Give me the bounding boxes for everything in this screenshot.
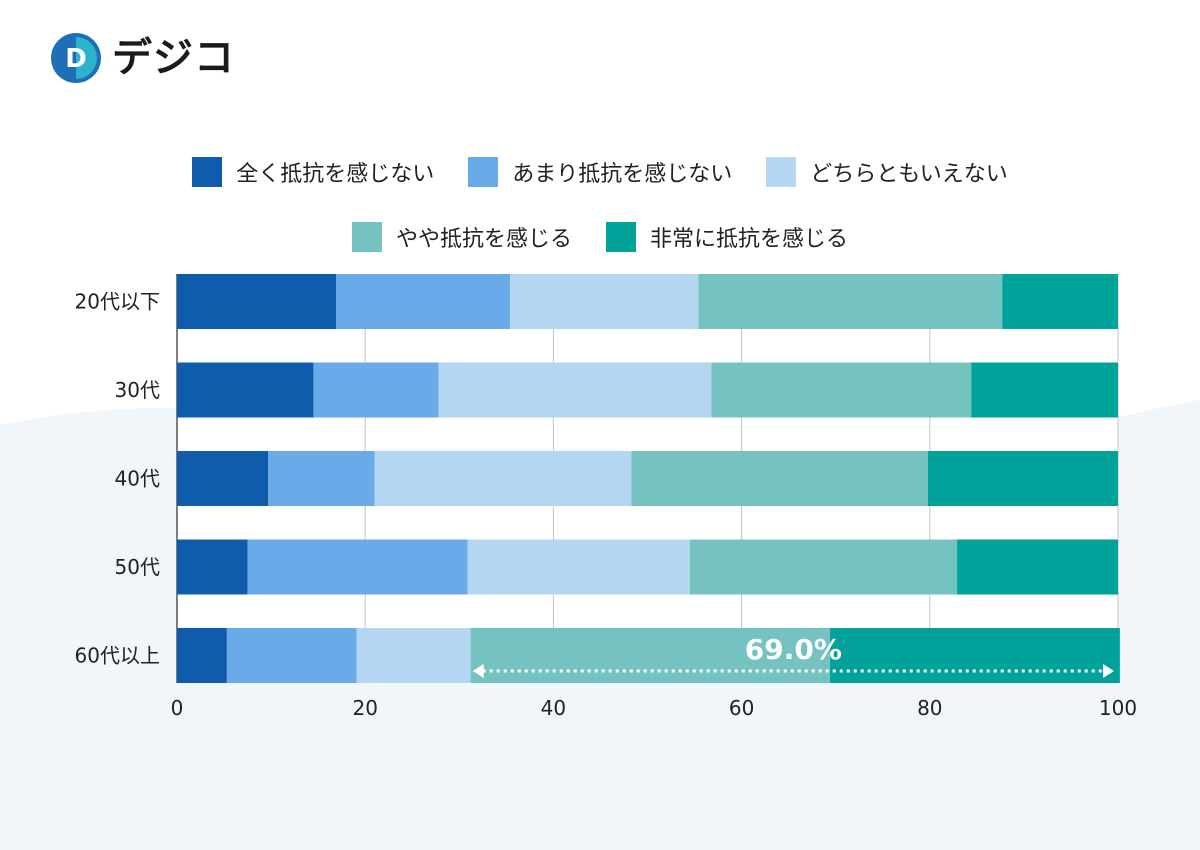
legend-label: あまり抵抗を感じない [512,162,733,187]
bar-segment [356,628,471,683]
bar-segment [177,539,248,595]
brand-logo: D デジコ [50,32,235,84]
annotation-label: 69.0% [745,633,842,666]
legend-label: 全く抵抗を感じない [236,162,435,187]
legend-item-not-at-all: 全く抵抗を感じない [192,156,434,188]
bar-segment [177,362,314,418]
category-label: 60代以上 [75,644,160,668]
bar-segment [247,539,468,595]
legend-label: どちらともいえない [810,162,1008,187]
legend-swatch [766,157,797,187]
x-tick-label: 40 [541,696,566,720]
legend-item-neutral: どちらともいえない [766,156,1008,188]
annotation-arrow-left [472,664,484,678]
legend-item-not-much: あまり抵抗を感じない [468,156,732,188]
legend-swatch [351,222,382,252]
bar-segment [689,539,958,595]
bar-segment [631,451,928,506]
bars [177,274,1120,683]
bar-segment [177,628,227,683]
bar-segment [1002,274,1118,329]
legend-item-very: 非常に抵抗を感じる [606,221,848,253]
bar-segment [467,539,690,595]
bar-segment [336,274,511,329]
bar-segment [957,539,1118,595]
x-tick-label: 100 [1099,696,1137,720]
bar-segment [226,628,357,683]
bar-segment [971,362,1118,418]
legend-swatch [606,222,636,252]
category-label: 50代 [115,555,160,579]
category-labels: 20代以下 30代 40代 50代 60代以上 [75,290,160,668]
x-tick-label: 80 [917,696,942,720]
bar-segment [313,362,439,418]
bar-segment [830,628,1120,683]
bar-segment [927,451,1118,506]
bar-segment [698,274,1003,329]
bar-segment [510,274,699,329]
legend-label: やや抵抗を感じる [395,227,572,252]
brand-name: デジコ [112,35,235,81]
legend-row-2: やや抵抗を感じる 非常に抵抗を感じる [0,221,1200,253]
annotation: 69.0% [472,633,1114,678]
bar-segment [711,362,972,418]
annotation-arrow-right [1103,664,1114,678]
x-axis-ticks: 0 20 40 60 80 100 [171,696,1137,720]
legend-label: 非常に抵抗を感じる [650,227,849,252]
brand-logo-letter: D [65,44,87,74]
x-tick-label: 60 [729,696,754,720]
legend-row-1: 全く抵抗を感じない あまり抵抗を感じない どちらともいえない [0,156,1200,188]
x-tick-label: 0 [171,696,184,720]
bar-segment [470,628,831,683]
x-tick-label: 20 [352,696,377,720]
category-label: 20代以下 [75,290,160,314]
legend-swatch [192,157,223,187]
legend-swatch [468,157,499,187]
brand-logo-icon: D [51,33,101,83]
bar-segment [268,451,375,506]
bar-segment [374,451,632,506]
bar-segment [438,362,712,418]
legend-item-somewhat: やや抵抗を感じる [351,221,572,253]
bar-segment [177,274,337,329]
category-label: 30代 [115,378,160,402]
bar-segment [177,451,269,506]
category-label: 40代 [115,467,160,491]
